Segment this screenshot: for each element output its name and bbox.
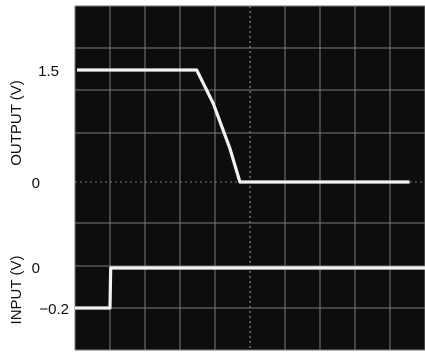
- input-trace: [75, 266, 425, 310]
- scope-grid: [74, 5, 425, 351]
- input-axis-title: INPUT (V): [8, 256, 25, 325]
- output-axis-title: OUTPUT (V): [8, 80, 25, 166]
- scope-traces: [75, 68, 425, 310]
- output-trace: [77, 68, 410, 184]
- input-tick-low: −0.2: [39, 301, 69, 318]
- output-tick-high: 1.5: [38, 63, 59, 80]
- output-tick-zero: 0: [32, 175, 40, 192]
- input-tick-zero: 0: [32, 260, 40, 277]
